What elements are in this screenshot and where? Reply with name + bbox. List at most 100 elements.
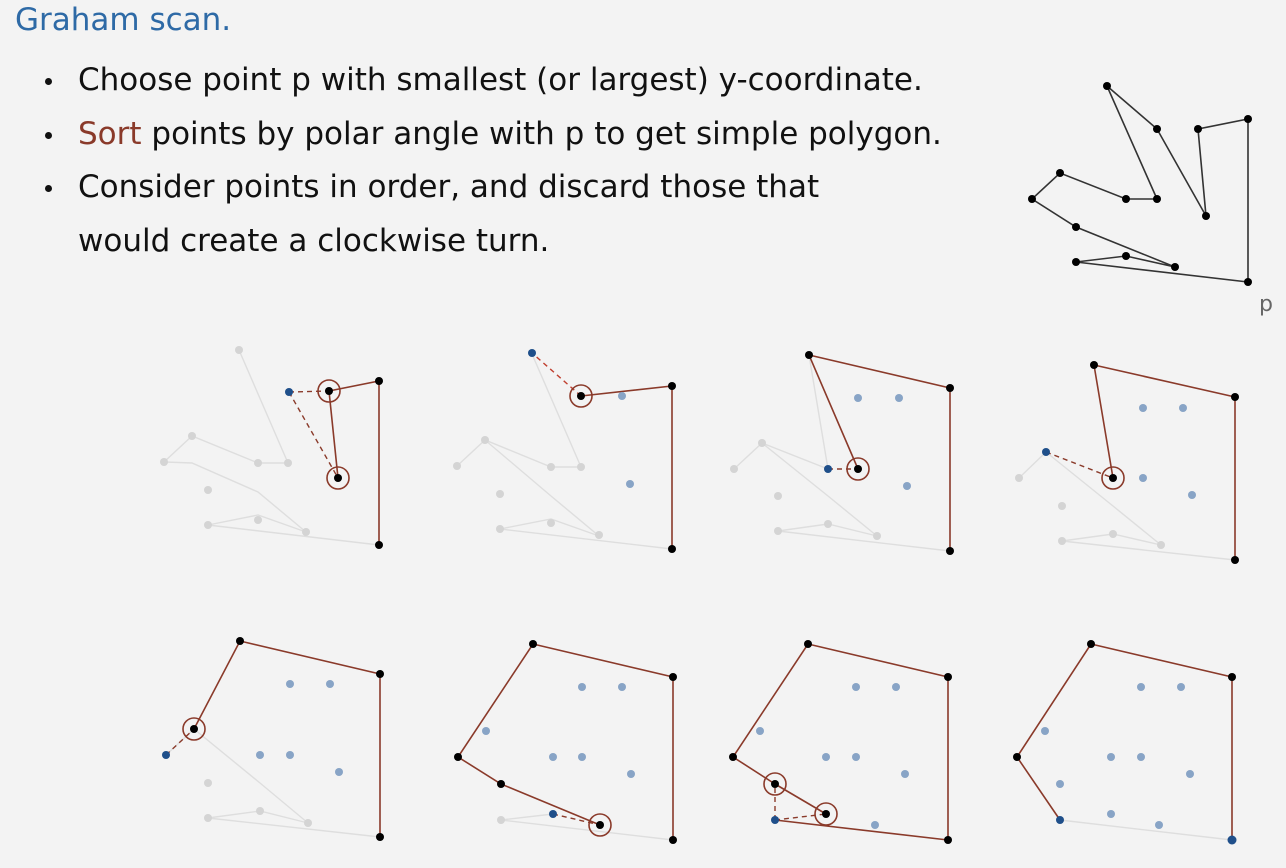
interior-point xyxy=(578,683,586,691)
unprocessed-point xyxy=(204,486,212,494)
unprocessed-point xyxy=(758,439,766,447)
test-turn-edge xyxy=(531,352,582,397)
point-group xyxy=(763,772,838,826)
interior-point xyxy=(256,751,264,759)
point-group xyxy=(204,779,312,827)
interior-point xyxy=(756,727,764,735)
hull-point xyxy=(497,780,505,788)
current-point-ring xyxy=(317,379,341,403)
unprocessed-point xyxy=(873,532,881,540)
interior-point xyxy=(626,480,634,488)
hull-point xyxy=(529,640,537,648)
unprocessed-point xyxy=(1058,502,1066,510)
point-group xyxy=(756,683,909,829)
current-point-ring xyxy=(326,466,350,490)
candidate-point xyxy=(285,388,293,396)
remaining-polygon-edge xyxy=(456,353,673,550)
remaining-polygon-edge xyxy=(1059,819,1233,841)
unprocessed-point xyxy=(254,459,262,467)
interior-point xyxy=(1155,821,1163,829)
scan-step-1 xyxy=(160,346,383,549)
point-group xyxy=(453,436,603,539)
unprocessed-point xyxy=(1109,530,1117,538)
scan-step-8 xyxy=(1013,640,1237,845)
interior-point xyxy=(1186,770,1194,778)
test-turn-edge xyxy=(288,390,330,393)
hull-point xyxy=(944,836,952,844)
hull-point xyxy=(1231,393,1239,401)
vertex xyxy=(1072,223,1080,231)
point-group xyxy=(325,377,383,549)
unprocessed-point xyxy=(824,520,832,528)
point-group xyxy=(729,640,952,844)
hull-edge xyxy=(580,385,673,549)
interior-point xyxy=(852,683,860,691)
vertex xyxy=(1056,169,1064,177)
interior-point xyxy=(286,751,294,759)
scan-step-4 xyxy=(1015,361,1239,564)
hull-edge xyxy=(1016,643,1233,840)
current-point-ring xyxy=(846,457,870,481)
interior-point xyxy=(326,680,334,688)
hull-point xyxy=(375,541,383,549)
hull-point xyxy=(190,725,198,733)
interior-point xyxy=(1139,474,1147,482)
hull-edge xyxy=(328,380,380,545)
hull-edge xyxy=(774,819,949,841)
sort-highlight: Sort xyxy=(78,115,142,152)
hull-edge xyxy=(774,783,827,815)
hull-point xyxy=(822,810,830,818)
interior-point xyxy=(1137,683,1145,691)
remaining-polygon-edge xyxy=(500,813,674,841)
point-group xyxy=(497,816,505,824)
interior-point xyxy=(618,392,626,400)
unprocessed-point xyxy=(547,463,555,471)
unprocessed-point xyxy=(160,458,168,466)
test-turn-edge xyxy=(288,391,339,479)
hull-point xyxy=(854,465,862,473)
unprocessed-point xyxy=(730,465,738,473)
scan-step-2 xyxy=(453,349,676,553)
hull-point xyxy=(669,836,677,844)
scan-step-7 xyxy=(729,640,952,844)
interior-point xyxy=(549,753,557,761)
current-point-ring xyxy=(569,384,593,408)
unprocessed-point xyxy=(254,516,262,524)
hull-edge xyxy=(1093,363,1236,560)
hull-edge xyxy=(193,640,381,837)
vertex xyxy=(1103,82,1111,90)
test-turn-edge xyxy=(1045,451,1114,479)
hull-point xyxy=(1109,474,1117,482)
interior-point xyxy=(1137,753,1145,761)
interior-point xyxy=(1179,404,1187,412)
point-group xyxy=(317,379,350,490)
unprocessed-point xyxy=(497,816,505,824)
candidate-point xyxy=(1227,835,1237,845)
point-group xyxy=(1015,474,1165,549)
hull-point xyxy=(805,351,813,359)
point-group xyxy=(1013,640,1236,761)
hull-point xyxy=(375,377,383,385)
point-group xyxy=(1139,404,1196,499)
current-point-ring xyxy=(182,717,206,741)
bullet-text: points by polar angle with p to get simp… xyxy=(141,115,942,152)
candidate-point xyxy=(1056,816,1064,824)
bullet-text: Consider points in order, and discard th… xyxy=(78,169,820,205)
unprocessed-point xyxy=(1015,474,1023,482)
point-group xyxy=(730,439,881,540)
unprocessed-point xyxy=(774,527,782,535)
scan-step-6 xyxy=(454,640,677,844)
candidate-point xyxy=(1042,448,1050,456)
point-group xyxy=(805,351,954,555)
point-group xyxy=(1041,683,1194,829)
candidate-point xyxy=(771,816,779,824)
interior-point xyxy=(892,683,900,691)
bullet-sort: Sort points by polar angle with p to get… xyxy=(40,108,942,162)
vertex xyxy=(1153,195,1161,203)
point-group xyxy=(854,394,911,490)
interior-point xyxy=(1177,683,1185,691)
scan-step-3 xyxy=(730,351,954,555)
hull-point xyxy=(669,673,677,681)
interior-point xyxy=(852,753,860,761)
vertex xyxy=(1153,125,1161,133)
